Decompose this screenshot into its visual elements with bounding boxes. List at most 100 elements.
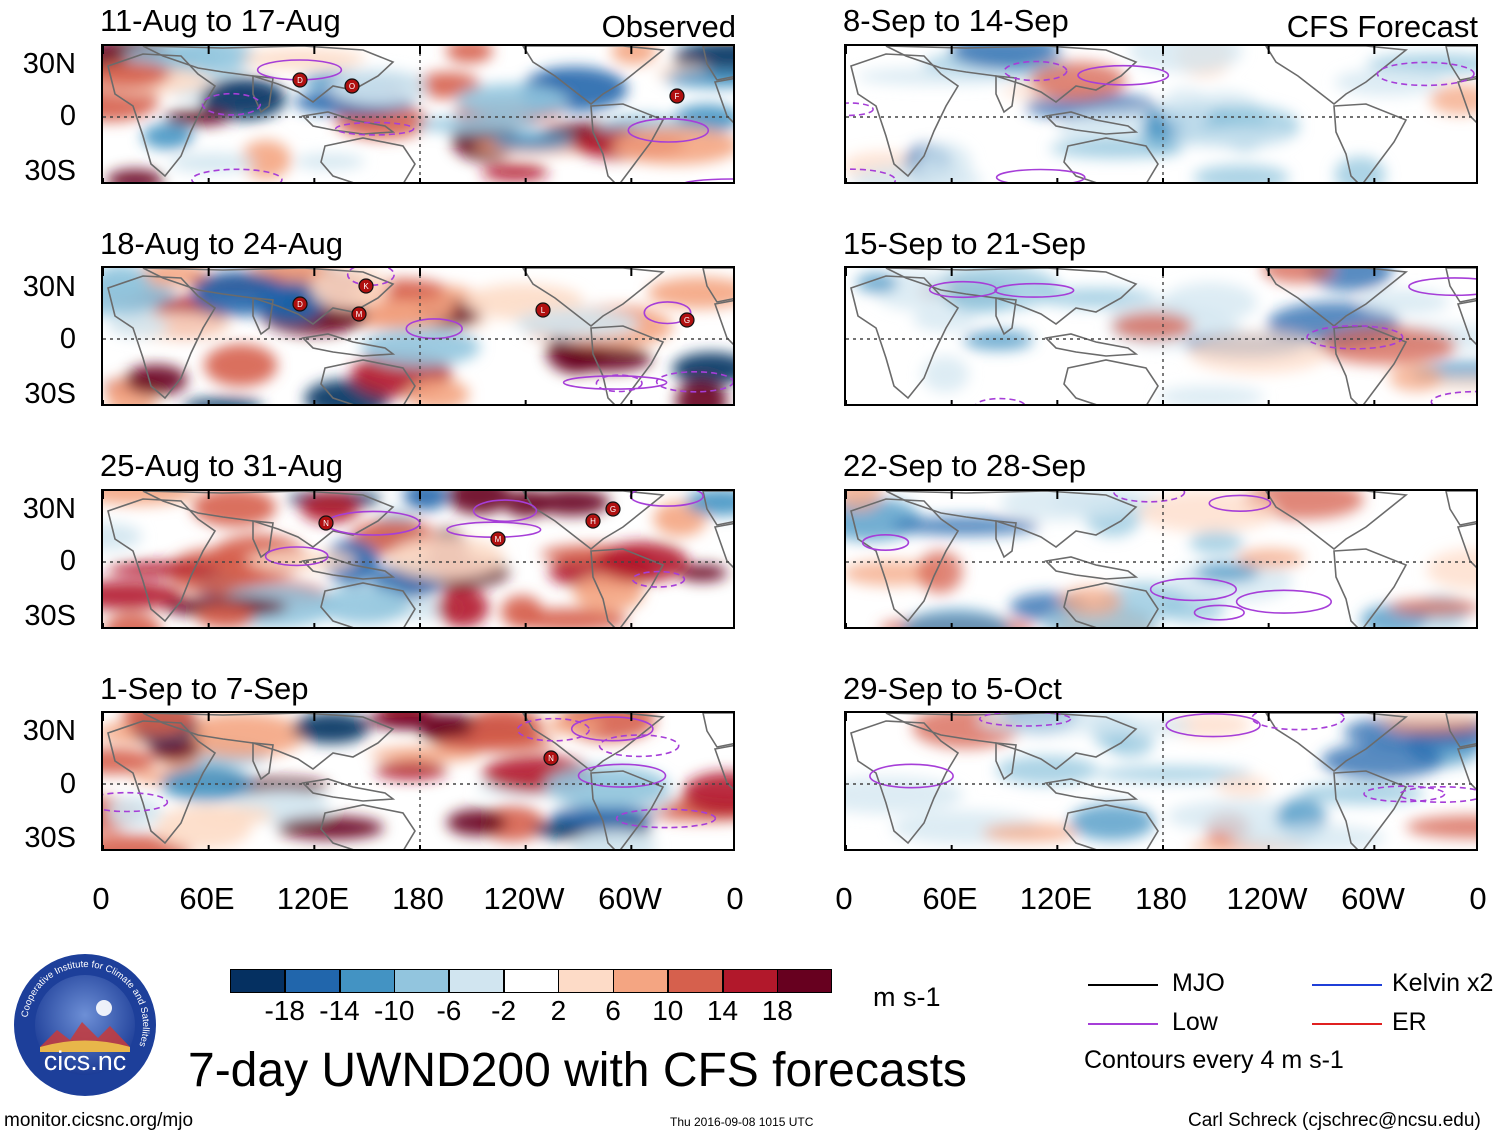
coastline [1063, 359, 1159, 404]
low-contour [570, 716, 654, 742]
coastline [320, 804, 416, 849]
storm-marker: M [490, 531, 506, 547]
coastline [301, 111, 396, 135]
low-contour [1376, 61, 1475, 87]
storm-letter: M [356, 310, 363, 319]
coastline [702, 46, 733, 81]
coastline [1456, 522, 1476, 569]
panel-title-obs-2: 18-Aug to 24-Aug [100, 226, 344, 261]
storm-letter: O [349, 82, 355, 91]
colorbar-swatch [339, 969, 395, 993]
low-contour [598, 734, 680, 758]
low-contour [869, 763, 954, 789]
low-contour [1398, 786, 1476, 803]
colorbar-units: m s-1 [873, 982, 941, 1012]
panel-title-fc-2: 15-Sep to 21-Sep [843, 226, 1087, 261]
coastline [1456, 744, 1476, 791]
x-label-120e: 120E [1019, 881, 1093, 916]
coastline [142, 713, 395, 770]
coastline [995, 75, 1017, 114]
coastline [850, 720, 960, 845]
y-label-0: 0 [59, 100, 76, 132]
legend-line-mjo [1088, 984, 1158, 986]
storm-letter: M [495, 535, 502, 544]
low-contour [1149, 577, 1238, 602]
storm-marker: D [292, 72, 308, 88]
storm-marker: N [543, 750, 559, 766]
coastline [1063, 804, 1159, 849]
footer-url[interactable]: monitor.cicsnc.org/mjo [4, 1110, 194, 1131]
panel-title-obs-1: 11-Aug to 17-Aug [100, 3, 341, 38]
coastline [301, 333, 396, 357]
coastline [301, 778, 396, 802]
coastline [850, 498, 960, 623]
coastline [301, 556, 396, 580]
coastline [590, 325, 665, 404]
x-label-0: 0 [726, 881, 744, 916]
coastline [702, 713, 733, 748]
low-contour [643, 301, 692, 325]
colorbar-swatch [558, 969, 614, 993]
logo-text: cics.nc [44, 1046, 127, 1076]
coastline [590, 770, 665, 849]
low-contour [861, 533, 910, 551]
low-contour [1430, 390, 1476, 404]
low-contour [631, 570, 686, 588]
main-title: 7-day UWND200 with CFS forecasts [188, 1044, 967, 1097]
x-label-180: 180 [392, 881, 444, 916]
colorbar-tick-label: 14 [706, 995, 739, 1026]
low-contour [1165, 713, 1261, 738]
colorbar-tick-label: -10 [373, 995, 415, 1026]
coastline [702, 491, 733, 526]
y-label-30s: 30S [24, 155, 76, 187]
coastline [1265, 46, 1409, 106]
x-label-120w: 120W [483, 881, 565, 916]
coastline [1044, 111, 1139, 135]
low-contour [335, 121, 415, 136]
colorbar-swatch [613, 969, 669, 993]
y-label-30n: 30N [22, 493, 76, 525]
coastline [1456, 77, 1476, 124]
coastline [995, 520, 1017, 559]
legend-line-er [1312, 1023, 1382, 1025]
low-contour [846, 102, 874, 117]
panel-title-obs-4: 1-Sep to 7-Sep [100, 671, 309, 706]
coastline [1445, 491, 1476, 526]
legend-line-kelvin [1312, 984, 1382, 986]
x-label-180: 180 [1135, 881, 1187, 916]
y-label-30n: 30N [22, 48, 76, 80]
storm-marker: L [535, 302, 551, 318]
colorbar-tick-label: -6 [436, 995, 462, 1026]
colorbar-tick-label: 6 [605, 995, 621, 1026]
storm-letter: N [323, 519, 329, 528]
low-contour [577, 763, 667, 788]
coastline [1063, 582, 1159, 627]
coastline [713, 77, 733, 124]
low-contour [615, 808, 717, 829]
y-label-30s: 30S [24, 600, 76, 632]
coastline [1445, 46, 1476, 81]
coastline [1063, 137, 1159, 182]
legend-label-kelvin: Kelvin x2 [1392, 969, 1494, 997]
low-contour [201, 92, 262, 116]
footer-timestamp: Thu 2016-09-08 1015 UTC [670, 1115, 814, 1129]
y-label-0: 0 [59, 323, 76, 355]
observed-map-panel: N [101, 711, 735, 851]
forecast-map-panel [844, 711, 1478, 851]
low-contour [264, 546, 329, 567]
storm-marker: O [344, 78, 360, 94]
low-contour [1408, 277, 1476, 297]
coastline [713, 522, 733, 569]
legend-label-mjo: MJO [1172, 969, 1225, 997]
coastline [1333, 103, 1408, 182]
x-label-0: 0 [92, 881, 110, 916]
low-contour [1235, 589, 1333, 614]
coastline [1044, 778, 1139, 802]
coastline [1445, 268, 1476, 303]
low-contour [472, 499, 538, 523]
colorbar-swatch [667, 969, 723, 993]
legend-label-er: ER [1392, 1008, 1427, 1036]
storm-letter: F [675, 92, 680, 101]
low-contour [595, 374, 643, 393]
colorbar-swatch [448, 969, 505, 993]
